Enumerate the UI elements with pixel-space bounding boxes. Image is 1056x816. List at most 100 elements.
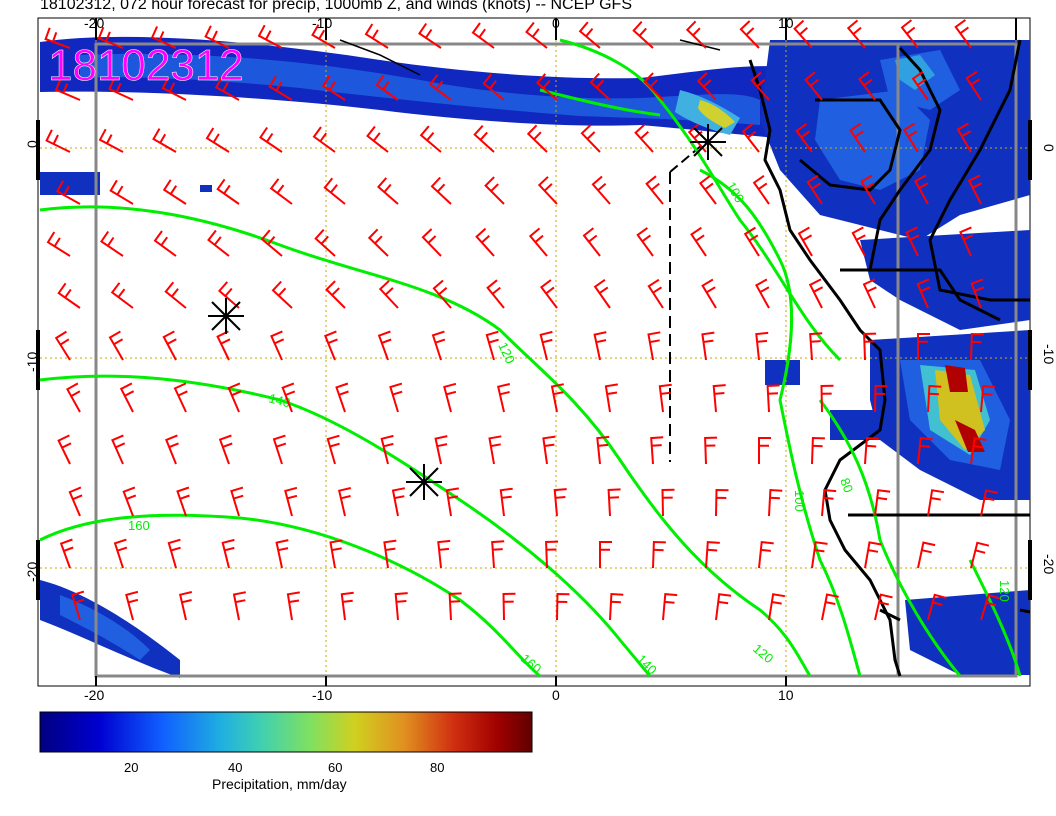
wind-barb [874, 489, 891, 517]
wind-barb [863, 332, 877, 361]
wind-barb [434, 435, 448, 465]
wind-barb [846, 19, 866, 49]
wind-barb [448, 592, 462, 621]
wind-barb [874, 384, 888, 413]
wind-barb [482, 73, 505, 101]
wind-barb [593, 278, 611, 309]
wind-barb [167, 538, 181, 569]
colorbar-ticks: 20 40 60 80 [124, 760, 444, 775]
wind-barb [632, 21, 654, 49]
wind-barb [685, 20, 707, 49]
wind-barb [528, 227, 548, 257]
wind-barb [793, 19, 813, 49]
wind-barb [750, 71, 770, 101]
colorbar-tick: 40 [228, 760, 242, 775]
wind-barb [119, 382, 135, 413]
x-tick-top: -20 [84, 15, 104, 31]
wind-barb [580, 124, 601, 153]
storm-marker [406, 464, 442, 500]
wind-barb [475, 227, 495, 257]
wind-barb [911, 70, 929, 101]
wind-barb [281, 382, 296, 413]
wind-barb [207, 229, 230, 257]
wind-barb [652, 540, 666, 569]
height-contours [39, 38, 1022, 678]
wind-barb [326, 434, 340, 465]
wind-barb [927, 593, 947, 621]
wind-barb [758, 437, 771, 464]
y-tick-right: 0 [1041, 144, 1056, 152]
wind-barb [100, 230, 124, 257]
wind-barb [768, 488, 783, 517]
wind-barb [230, 486, 244, 517]
wind-barb [57, 434, 72, 465]
x-tick-top: -10 [312, 15, 332, 31]
wind-barb [486, 279, 505, 309]
wind-barb [526, 124, 548, 153]
x-tick-top: 10 [778, 15, 794, 31]
wind-barb [927, 489, 945, 517]
wind-barb [851, 226, 866, 257]
wind-barb [323, 330, 338, 361]
wind-barb [645, 175, 664, 205]
wind-barb [542, 435, 556, 465]
contour-label: 100 [792, 490, 807, 512]
wind-barb [227, 382, 242, 413]
wind-barb [954, 19, 972, 49]
wind-barb [699, 175, 717, 205]
wind-barb [502, 592, 516, 621]
wind-barb [701, 278, 717, 309]
wind-barb [864, 437, 879, 465]
wind-barb [376, 177, 399, 205]
wind-barb [821, 489, 837, 517]
colorbar-tick: 60 [328, 760, 342, 775]
wind-barb [162, 330, 177, 361]
wind-barb [540, 279, 558, 309]
wind-barb [525, 21, 548, 49]
wind-barb [394, 592, 408, 621]
wind-barb [71, 590, 85, 621]
wind-barb [44, 27, 71, 49]
wind-barb [271, 280, 293, 309]
wind-barb [607, 488, 621, 517]
wind-barb [821, 593, 839, 621]
wind-barb [755, 278, 770, 309]
wind-barb [687, 123, 707, 153]
wind-barb [389, 382, 403, 413]
wind-barb [335, 382, 349, 413]
contour-label: 120 [997, 580, 1012, 602]
colorbar-label: Precipitation, mm/day [212, 776, 347, 792]
contour-label: 80 [837, 476, 856, 495]
wind-barb [970, 437, 987, 465]
wind-barb [323, 177, 346, 205]
wind-barb [647, 331, 661, 361]
x-tick-bottom: 0 [552, 687, 560, 703]
wind-barb [914, 174, 929, 205]
wind-barb [797, 226, 813, 257]
map-title: 18102312, 072 hour forecast for precip, … [40, 0, 632, 13]
wind-barb [391, 487, 405, 517]
wind-barb [109, 179, 134, 205]
wind-barb [111, 434, 126, 465]
wind-barb [205, 127, 230, 153]
wind-barb [325, 280, 346, 309]
wind-barb [383, 539, 397, 569]
wind-barb [484, 176, 505, 205]
wind-barb [445, 487, 459, 517]
wind-barb [164, 434, 179, 465]
wind-barb [970, 278, 985, 309]
wind-barb [599, 541, 612, 568]
wind-barb [539, 330, 553, 361]
x-tick-bottom: -10 [312, 687, 332, 703]
wind-barb [430, 176, 452, 205]
wind-barb [556, 592, 570, 621]
wind-barb [46, 231, 71, 257]
wind-barb [874, 593, 893, 621]
wind-barb [545, 540, 559, 569]
axis-ticks [36, 18, 1032, 686]
wind-barb [916, 278, 931, 309]
wind-barb [690, 226, 707, 257]
wind-barb [849, 122, 866, 153]
wind-barb [967, 174, 983, 205]
wind-barb [173, 382, 188, 413]
